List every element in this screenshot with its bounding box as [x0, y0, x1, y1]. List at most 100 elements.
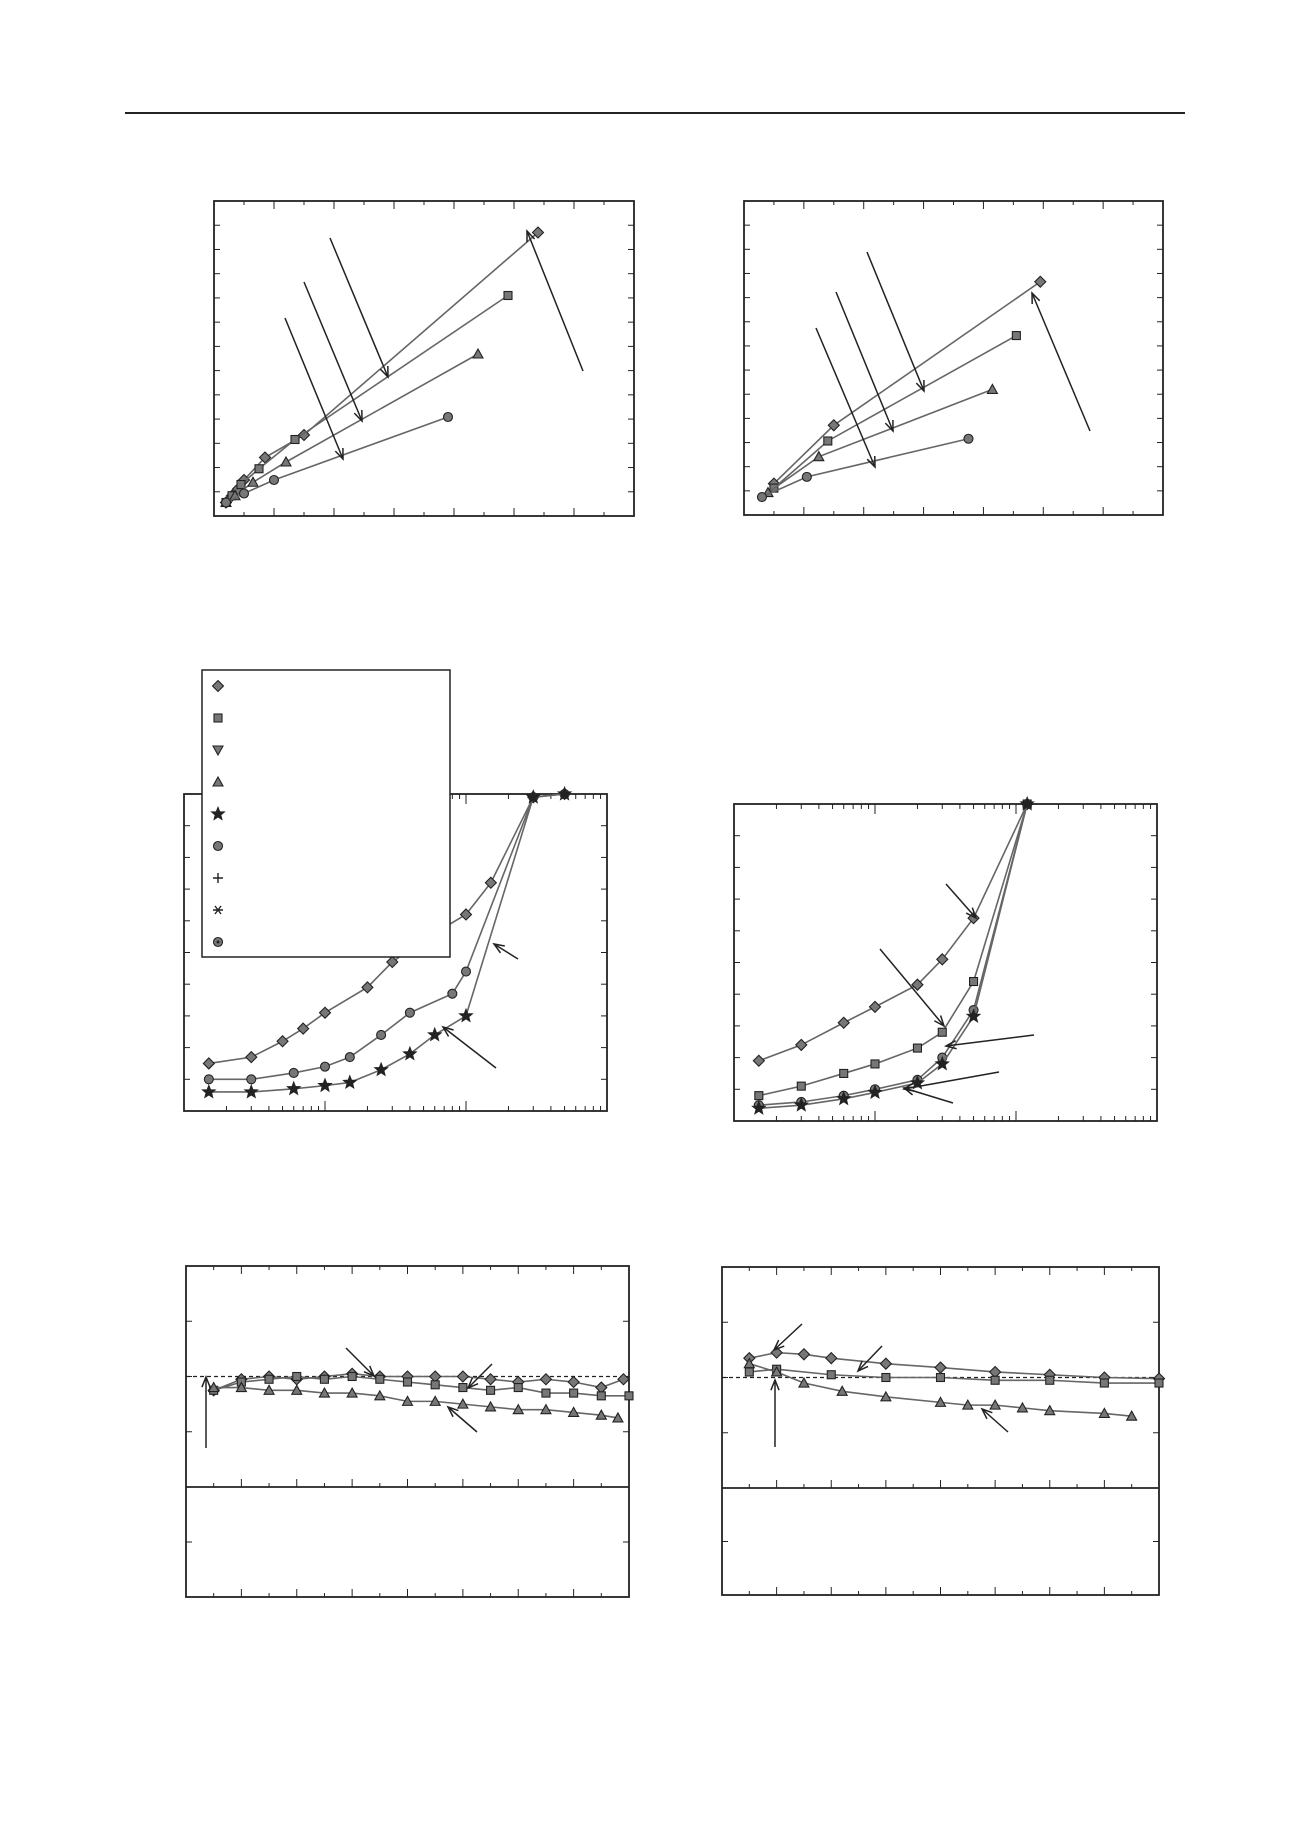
annotation-arrow-head [770, 1377, 780, 1391]
data-point-square [826, 1370, 836, 1380]
series-line-square [213, 1375, 629, 1397]
legend-marker-triangle-down [212, 745, 224, 757]
annotation-arrow [442, 1026, 497, 1069]
data-point-diamond [539, 1372, 553, 1386]
data-point-star [402, 1045, 418, 1061]
series-line-triangle [213, 1386, 619, 1419]
annotation-arrow-head [902, 1086, 916, 1096]
annotation-arrow [447, 1406, 478, 1433]
data-point-triangle [836, 1385, 849, 1396]
data-point-triangle [429, 1395, 442, 1406]
data-point-square [375, 1374, 385, 1384]
plot-frame [743, 200, 1164, 516]
data-point-triangle [812, 450, 825, 462]
legend-marker-plus [213, 873, 223, 883]
data-point-diamond [318, 1006, 332, 1020]
legend-marker-star [210, 805, 226, 821]
plot-frame [733, 803, 1158, 1122]
data-point-star [243, 1083, 259, 1099]
annotation-arrow [981, 1408, 1009, 1433]
legend-marker-circle [212, 840, 224, 852]
data-point-square [937, 1027, 947, 1037]
data-point-circle [756, 492, 768, 503]
data-point-star [867, 1084, 883, 1099]
legend-marker-asterisk [213, 905, 223, 915]
data-point-square [624, 1391, 634, 1401]
data-point-circle [376, 1029, 387, 1040]
data-point-diamond [276, 1034, 289, 1048]
data-point-square [823, 436, 833, 446]
data-point-triangle [961, 1398, 974, 1410]
data-point-circle [203, 1074, 214, 1085]
data-point-star [201, 1083, 217, 1099]
data-point-square [402, 1377, 413, 1387]
data-point-star [427, 1026, 443, 1042]
data-point-triangle [235, 1381, 248, 1393]
series-line-diamond [749, 1351, 1160, 1380]
chart-top-left [213, 200, 635, 517]
data-point-circle [319, 1061, 331, 1072]
data-point-diamond [484, 876, 498, 890]
data-point-square [969, 976, 979, 987]
data-point-star [934, 1055, 950, 1071]
data-point-circle [404, 1007, 415, 1018]
data-point-diamond [617, 1372, 630, 1386]
data-point-triangle [280, 455, 292, 467]
annotation-arrow-head [379, 365, 389, 379]
data-point-triangle [567, 1406, 580, 1417]
annotation-arrow-head [884, 419, 894, 433]
annotation-arrow-head [915, 379, 925, 393]
annotation-arrow [835, 291, 894, 432]
data-point-square [881, 1372, 891, 1383]
annotation-arrow-head [1031, 291, 1041, 305]
annotation-arrow [879, 948, 945, 1027]
data-point-star [286, 1080, 302, 1096]
plot-frame [213, 200, 635, 517]
data-point-triangle [1016, 1401, 1029, 1413]
annotation-arrow-head [441, 1025, 454, 1037]
data-point-square [347, 1371, 357, 1382]
data-point-square [1045, 1375, 1055, 1385]
data-point-triangle [1043, 1404, 1056, 1416]
data-point-square [839, 1068, 849, 1078]
data-point-circle [246, 1074, 257, 1085]
data-point-diamond [531, 226, 545, 239]
data-point-star [342, 1074, 358, 1089]
data-point-diamond [296, 1022, 310, 1035]
data-point-circle [344, 1052, 355, 1063]
data-point-star [556, 785, 573, 801]
annotation-arrow-head [334, 447, 344, 461]
data-point-star [1019, 795, 1035, 811]
data-point-diamond [456, 1370, 470, 1383]
data-point-star [373, 1061, 389, 1077]
data-point-diamond [459, 908, 473, 921]
data-point-triangle [879, 1390, 892, 1402]
data-point-circle [220, 497, 232, 508]
chart-bottom-right [721, 1266, 1166, 1596]
annotation-arrow-head [466, 1377, 479, 1390]
annotation-arrow-head [526, 229, 536, 243]
data-point-diamond [837, 1016, 850, 1030]
data-point-triangle [247, 476, 259, 487]
header-rule [125, 112, 1185, 114]
annotation-arrow-head [980, 1407, 993, 1420]
data-point-square [541, 1388, 551, 1398]
data-point-star [751, 1100, 767, 1115]
series-line-diamond [758, 803, 1028, 1062]
data-point-triangle [512, 1403, 525, 1415]
series-line-square [749, 1368, 1159, 1384]
legend [201, 669, 451, 958]
data-point-diamond [911, 978, 924, 991]
data-point-circle [963, 433, 974, 444]
annotation-arrow [1031, 292, 1091, 432]
data-point-square [264, 1374, 274, 1384]
annotation-arrow [467, 1363, 493, 1389]
data-point-square [935, 1372, 946, 1383]
data-point-triangle [290, 1384, 303, 1395]
data-point-square [254, 464, 264, 474]
annotation-arrow [903, 1071, 1000, 1090]
annotation-arrow-head [943, 1040, 957, 1050]
data-point-triangle [986, 383, 999, 394]
data-point-diamond [1034, 275, 1047, 289]
